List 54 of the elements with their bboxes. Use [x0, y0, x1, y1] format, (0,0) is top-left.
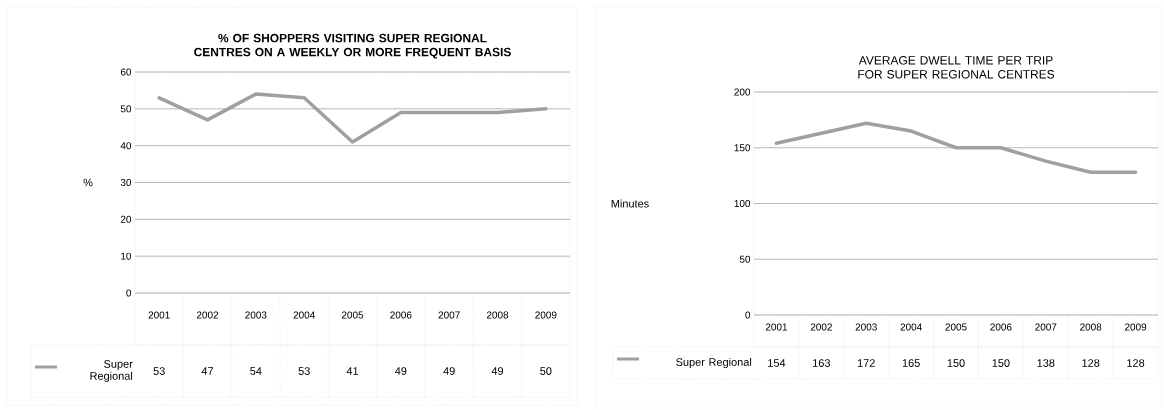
y-axis-title: Minutes [611, 199, 649, 208]
x-tick-label: 2002 [810, 323, 832, 331]
data-label: 49 [443, 367, 455, 375]
x-tick-label: 2001 [148, 311, 170, 319]
data-label: 49 [491, 367, 504, 375]
y-tick-label: 0 [126, 289, 132, 297]
data-label: 172 [857, 359, 875, 367]
x-tick-label: 2008 [1080, 323, 1102, 331]
x-tick-label: 2005 [945, 323, 967, 331]
data-label: 138 [1037, 359, 1055, 367]
x-tick-label: 2004 [293, 311, 315, 319]
text: Super Regional [676, 357, 752, 369]
data-label: 47 [201, 367, 214, 375]
x-tick-label: 2004 [900, 323, 922, 331]
y-tick-label: 60 [120, 68, 132, 76]
data-label: 53 [153, 367, 165, 375]
x-tick-label: 2009 [1124, 323, 1147, 331]
x-tick-label: 2006 [990, 323, 1012, 331]
data-label: 53 [298, 367, 310, 375]
y-tick-label: 200 [734, 88, 751, 96]
data-label: 128 [1082, 359, 1100, 367]
data-label: 41 [346, 367, 359, 375]
x-tick-label: 2006 [390, 311, 412, 319]
y-tick-label: 50 [739, 255, 751, 263]
y-tick-label: 10 [121, 252, 132, 260]
data-label: 50 [540, 367, 552, 375]
y-tick-label: 30 [120, 178, 132, 187]
x-tick-label: 2003 [855, 323, 877, 331]
text: Super Regional [90, 360, 133, 382]
data-label: 150 [992, 359, 1010, 367]
data-label: 150 [947, 359, 965, 367]
chart-title: % OF SHOPPERS VISITING SUPER REGIONAL CENTRES ON A WEEKLY OR MORE FREQUENT BASIS [194, 33, 511, 59]
y-axis-title: % [83, 178, 93, 187]
y-tick-label: 100 [734, 199, 751, 208]
x-tick-label: 2001 [765, 323, 788, 331]
x-tick-label: 2008 [486, 311, 509, 319]
x-tick-label: 2003 [245, 311, 267, 319]
data-label: 165 [902, 359, 920, 367]
chart-title: AVERAGE DWELL TIME PER TRIP FOR SUPER REGIONAL CENTRES [858, 56, 1055, 79]
x-tick-label: 2005 [341, 311, 364, 319]
y-tick-label: 20 [120, 215, 132, 223]
y-tick-label: 0 [745, 311, 751, 319]
data-label: 154 [768, 359, 786, 367]
data-label: 128 [1127, 359, 1145, 367]
y-tick-label: 150 [734, 144, 751, 152]
x-tick-label: 2009 [535, 311, 557, 319]
data-label: 163 [813, 359, 830, 367]
x-tick-label: 2007 [438, 311, 460, 319]
data-label: 49 [394, 367, 407, 375]
x-tick-label: 2007 [1035, 323, 1057, 331]
y-tick-label: 40 [120, 142, 132, 150]
y-tick-label: 50 [120, 105, 132, 113]
data-label: 54 [250, 367, 262, 375]
x-tick-label: 2002 [196, 311, 219, 319]
